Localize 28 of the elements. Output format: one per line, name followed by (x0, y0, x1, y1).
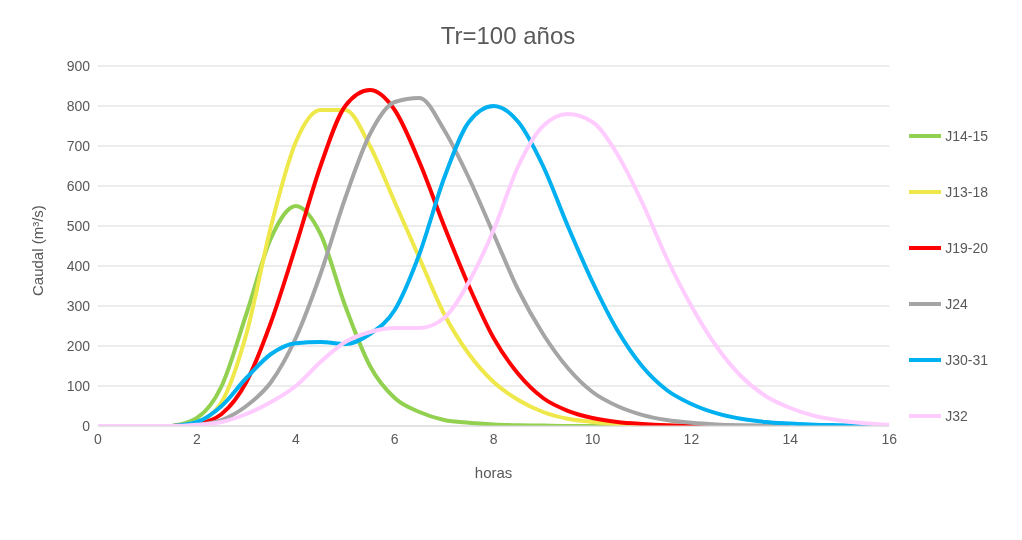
y-tick-label: 200 (66, 337, 91, 354)
y-tick-label: 400 (66, 257, 91, 274)
legend-label: J19-20 (945, 240, 988, 256)
y-tick-label: 0 (82, 417, 91, 434)
x-tick-label: 14 (782, 430, 799, 447)
x-tick-label: 2 (193, 430, 201, 447)
y-tick-label: 700 (66, 137, 91, 154)
legend-label: J32 (945, 408, 968, 424)
y-tick-label: 500 (66, 217, 91, 234)
x-tick-label: 8 (489, 430, 498, 447)
x-tick-label: 0 (94, 430, 103, 447)
x-tick-label: 6 (390, 430, 399, 447)
y-tick-label: 300 (66, 297, 91, 314)
legend-label: J13-18 (945, 184, 988, 200)
x-tick-label: 10 (584, 430, 601, 447)
x-axis-title: horas (474, 464, 513, 481)
y-tick-label: 900 (66, 57, 91, 74)
x-tick-label: 12 (683, 430, 700, 447)
legend-label: J30-31 (945, 352, 988, 368)
x-tick-label: 4 (291, 430, 300, 447)
y-tick-label: 100 (66, 377, 91, 394)
legend-label: J14-15 (945, 128, 988, 144)
y-tick-label: 800 (66, 97, 91, 114)
y-axis-title: Caudal (m³/s) (29, 205, 47, 296)
x-tick-label: 16 (881, 430, 898, 447)
legend-label: J24 (945, 296, 968, 312)
y-tick-label: 600 (66, 177, 91, 194)
chart-title: Tr=100 años (439, 22, 577, 50)
